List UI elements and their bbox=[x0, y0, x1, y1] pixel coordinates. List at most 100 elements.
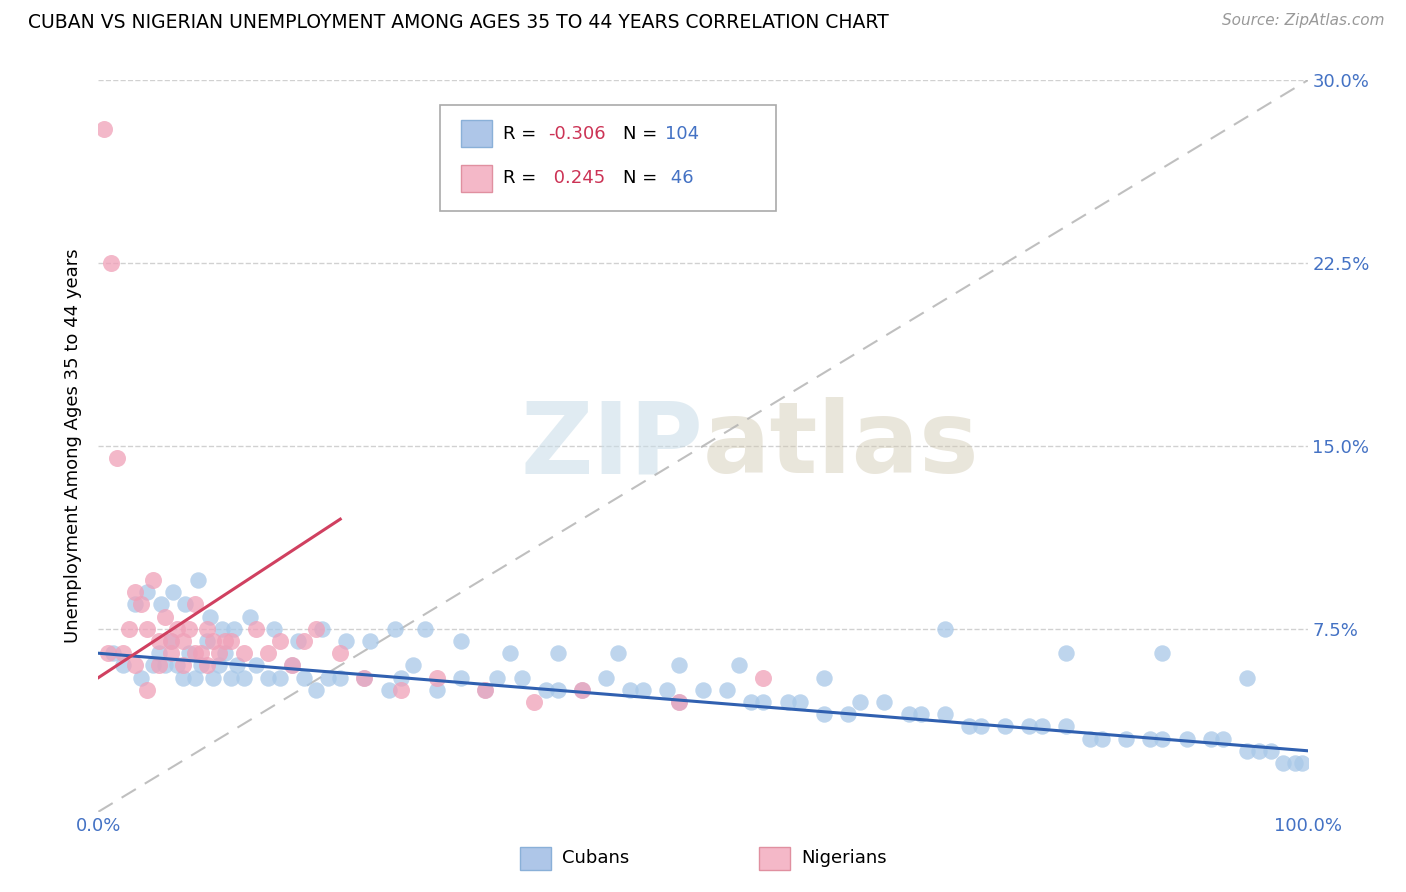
Point bbox=[124, 598, 146, 612]
Point bbox=[166, 622, 188, 636]
Text: 0.245: 0.245 bbox=[548, 169, 606, 187]
Point bbox=[776, 695, 799, 709]
Point bbox=[135, 682, 157, 697]
Point bbox=[184, 646, 207, 660]
Point bbox=[389, 682, 412, 697]
Text: CUBAN VS NIGERIAN UNEMPLOYMENT AMONG AGES 35 TO 44 YEARS CORRELATION CHART: CUBAN VS NIGERIAN UNEMPLOYMENT AMONG AGE… bbox=[28, 13, 889, 32]
Point bbox=[148, 658, 170, 673]
Point bbox=[287, 634, 309, 648]
Point bbox=[970, 719, 993, 733]
Point bbox=[813, 671, 835, 685]
Point bbox=[789, 695, 811, 709]
Point bbox=[389, 671, 412, 685]
Point bbox=[837, 707, 859, 722]
Point bbox=[202, 634, 225, 648]
Point bbox=[1249, 744, 1271, 758]
Point bbox=[752, 695, 775, 709]
Point bbox=[221, 671, 243, 685]
Point bbox=[934, 622, 956, 636]
Point bbox=[124, 585, 146, 599]
Point bbox=[1272, 756, 1295, 770]
Point bbox=[172, 671, 194, 685]
Point bbox=[269, 634, 291, 648]
Point bbox=[450, 634, 472, 648]
Point bbox=[148, 634, 170, 648]
Point bbox=[377, 682, 399, 697]
Point bbox=[160, 646, 183, 660]
Point bbox=[305, 622, 328, 636]
Point bbox=[142, 573, 165, 587]
Point bbox=[148, 646, 170, 660]
Point bbox=[450, 671, 472, 685]
Point bbox=[728, 658, 751, 673]
Text: Nigerians: Nigerians bbox=[801, 849, 887, 867]
Point bbox=[111, 646, 134, 660]
Point bbox=[571, 682, 593, 697]
Point bbox=[153, 609, 176, 624]
Point bbox=[281, 658, 304, 673]
Point bbox=[402, 658, 425, 673]
Point bbox=[474, 682, 496, 697]
Point bbox=[957, 719, 980, 733]
Point bbox=[166, 658, 188, 673]
Point bbox=[523, 695, 546, 709]
Point bbox=[571, 682, 593, 697]
Point bbox=[668, 695, 690, 709]
Point bbox=[269, 671, 291, 685]
Point bbox=[211, 622, 233, 636]
Point bbox=[172, 634, 194, 648]
Text: ZIP: ZIP bbox=[520, 398, 703, 494]
Point bbox=[329, 646, 352, 660]
Point bbox=[174, 598, 197, 612]
Point bbox=[607, 646, 630, 660]
Point bbox=[263, 622, 285, 636]
Point bbox=[198, 609, 221, 624]
Point bbox=[208, 658, 231, 673]
Text: N =: N = bbox=[623, 169, 662, 187]
Point bbox=[245, 658, 267, 673]
Point bbox=[752, 671, 775, 685]
Point bbox=[316, 671, 339, 685]
Point bbox=[384, 622, 406, 636]
Point bbox=[142, 658, 165, 673]
Point bbox=[1212, 731, 1234, 746]
Point bbox=[101, 646, 124, 660]
Point bbox=[311, 622, 333, 636]
Point bbox=[226, 658, 249, 673]
Point bbox=[353, 671, 375, 685]
Point bbox=[1152, 646, 1174, 660]
Point bbox=[498, 646, 520, 660]
Point bbox=[1260, 744, 1282, 758]
Point bbox=[118, 622, 141, 636]
Point bbox=[214, 634, 236, 648]
Point bbox=[222, 622, 245, 636]
Point bbox=[426, 682, 449, 697]
Point bbox=[187, 573, 209, 587]
Point bbox=[1236, 671, 1258, 685]
Point bbox=[190, 658, 212, 673]
Point bbox=[129, 598, 152, 612]
Point bbox=[668, 658, 690, 673]
Point bbox=[1054, 719, 1077, 733]
Point bbox=[813, 707, 835, 722]
Point bbox=[202, 671, 225, 685]
Point bbox=[1152, 731, 1174, 746]
Point bbox=[239, 609, 262, 624]
Point bbox=[153, 658, 176, 673]
Point bbox=[740, 695, 762, 709]
Point bbox=[111, 658, 134, 673]
Point bbox=[1284, 756, 1306, 770]
Point bbox=[1018, 719, 1040, 733]
Point bbox=[547, 682, 569, 697]
Text: R =: R = bbox=[503, 169, 543, 187]
Text: atlas: atlas bbox=[703, 398, 980, 494]
Point bbox=[221, 634, 243, 648]
Point bbox=[1175, 731, 1198, 746]
Point bbox=[849, 695, 872, 709]
Point bbox=[179, 622, 201, 636]
Point bbox=[335, 634, 357, 648]
Point bbox=[619, 682, 641, 697]
Text: N =: N = bbox=[623, 125, 662, 143]
Point bbox=[1091, 731, 1114, 746]
Point bbox=[910, 707, 932, 722]
